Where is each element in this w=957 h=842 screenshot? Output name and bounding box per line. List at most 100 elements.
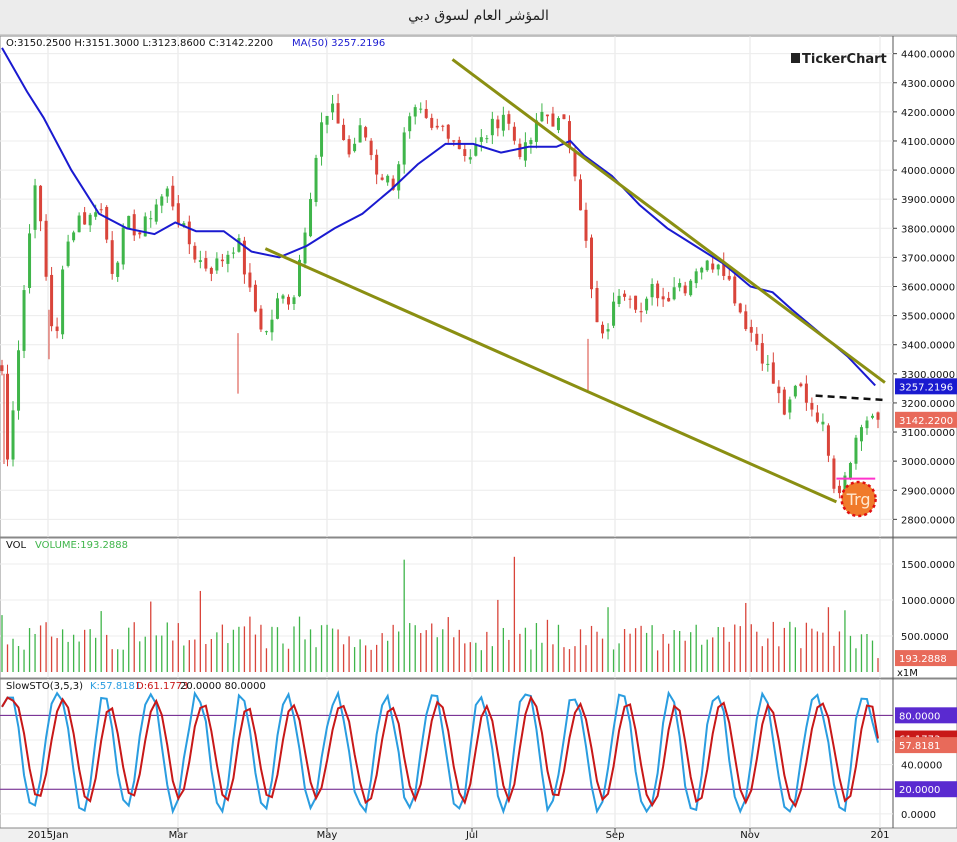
candle-body — [44, 220, 48, 277]
candle-body — [656, 283, 660, 299]
candle-body — [848, 462, 852, 479]
candle-body — [628, 298, 632, 300]
y-tick-label: 4000.0000 — [901, 166, 955, 177]
candle-body — [149, 218, 153, 220]
vol-tick-label: 1500.0000 — [901, 560, 955, 571]
candle-body — [143, 216, 147, 237]
volume-badge: 193.2888 — [899, 654, 947, 665]
candle-body — [353, 143, 357, 152]
candle-body — [22, 290, 26, 351]
volume-readout: VOLUME:193.2888 — [35, 540, 128, 551]
candle-body — [584, 209, 588, 241]
candle-body — [700, 267, 704, 273]
candle-body — [468, 157, 472, 160]
candle-body — [391, 178, 395, 190]
candle-body — [231, 252, 235, 254]
candle-body — [105, 206, 109, 240]
candle-body — [61, 269, 65, 335]
candle-body — [298, 259, 302, 297]
candle-body — [435, 125, 439, 128]
candle-body — [55, 326, 59, 332]
candle-body — [463, 149, 467, 157]
candle-body — [573, 149, 577, 177]
vol-tick-label: 1000.0000 — [901, 596, 955, 607]
candle-body — [705, 260, 709, 271]
candle-body — [331, 103, 335, 113]
y-tick-label: 3100.0000 — [901, 428, 955, 439]
candle-body — [545, 114, 549, 117]
y-tick-label: 2900.0000 — [901, 486, 955, 497]
sto-tick-label: 40.0000 — [901, 761, 942, 772]
candle-body — [39, 185, 43, 222]
candle-body — [760, 343, 764, 364]
candle-body — [567, 121, 571, 148]
candle-body — [116, 262, 120, 277]
ma-readout: MA(50) 3257.2196 — [292, 38, 385, 49]
candle-body — [722, 262, 726, 276]
candle-body — [540, 111, 544, 122]
candle-body — [446, 124, 450, 139]
y-tick-label: 3500.0000 — [901, 312, 955, 323]
trigger-marker — [840, 480, 877, 518]
candle-body — [667, 297, 671, 302]
candle-body — [88, 214, 92, 226]
sto-tick-label: 0.0000 — [901, 810, 936, 821]
candle-body — [17, 350, 21, 411]
stochastic-d-line — [1, 695, 879, 808]
candle-body — [275, 298, 279, 319]
y-tick-label: 3200.0000 — [901, 399, 955, 410]
candle-body — [110, 240, 114, 274]
candle-body — [121, 227, 125, 265]
candle-body — [777, 386, 781, 394]
ohlc-readout: O:3150.2500 H:3151.3000 L:3123.8600 C:31… — [6, 38, 273, 49]
candle-body — [771, 362, 775, 384]
candle-body — [623, 293, 627, 297]
candle-body — [11, 410, 15, 460]
candle-body — [799, 383, 803, 387]
x-tick-label: 2015Jan — [28, 830, 69, 841]
candle-body — [413, 107, 417, 117]
candle-body — [859, 427, 863, 442]
candle-body — [132, 214, 136, 236]
sto-lower-badge: 20.0000 — [899, 785, 940, 796]
candle-body — [226, 254, 230, 264]
x-tick-label: Jul — [465, 830, 478, 841]
candle-body — [253, 284, 257, 312]
volume-badge-bg — [895, 650, 957, 667]
candle-body — [6, 373, 10, 460]
candle-body — [264, 331, 268, 333]
candle-body — [138, 232, 142, 235]
candle-body — [408, 116, 412, 132]
candle-body — [33, 185, 37, 230]
candle-body — [678, 282, 682, 288]
candle-body — [193, 245, 197, 260]
candle-body — [419, 108, 423, 110]
candle-body — [50, 274, 54, 327]
y-tick-label: 4200.0000 — [901, 108, 955, 119]
close-badge: 3142.2200 — [899, 416, 953, 427]
candle-body — [854, 437, 858, 464]
y-tick-label: 2800.0000 — [901, 515, 955, 526]
candle-body — [204, 258, 208, 269]
candle-body — [832, 458, 836, 489]
candle-body — [187, 221, 191, 245]
candle-body — [843, 475, 847, 492]
candle-body — [94, 212, 98, 217]
y-tick-label: 4400.0000 — [901, 50, 955, 61]
candle-body — [198, 260, 202, 262]
candle-body — [529, 140, 533, 145]
candle-body — [309, 199, 313, 237]
candle-body — [77, 215, 81, 233]
volume-panel — [0, 537, 957, 679]
sto-k-badge: 57.8181 — [899, 741, 940, 752]
candle-body — [711, 263, 715, 270]
candle-body — [496, 119, 500, 129]
candle-body — [661, 296, 665, 300]
stochastic-k-line — [1, 689, 879, 815]
candle-body — [804, 383, 808, 403]
candle-body — [314, 157, 318, 203]
candle-body — [716, 264, 720, 270]
candle-body — [154, 204, 158, 222]
candle-body — [479, 137, 483, 142]
